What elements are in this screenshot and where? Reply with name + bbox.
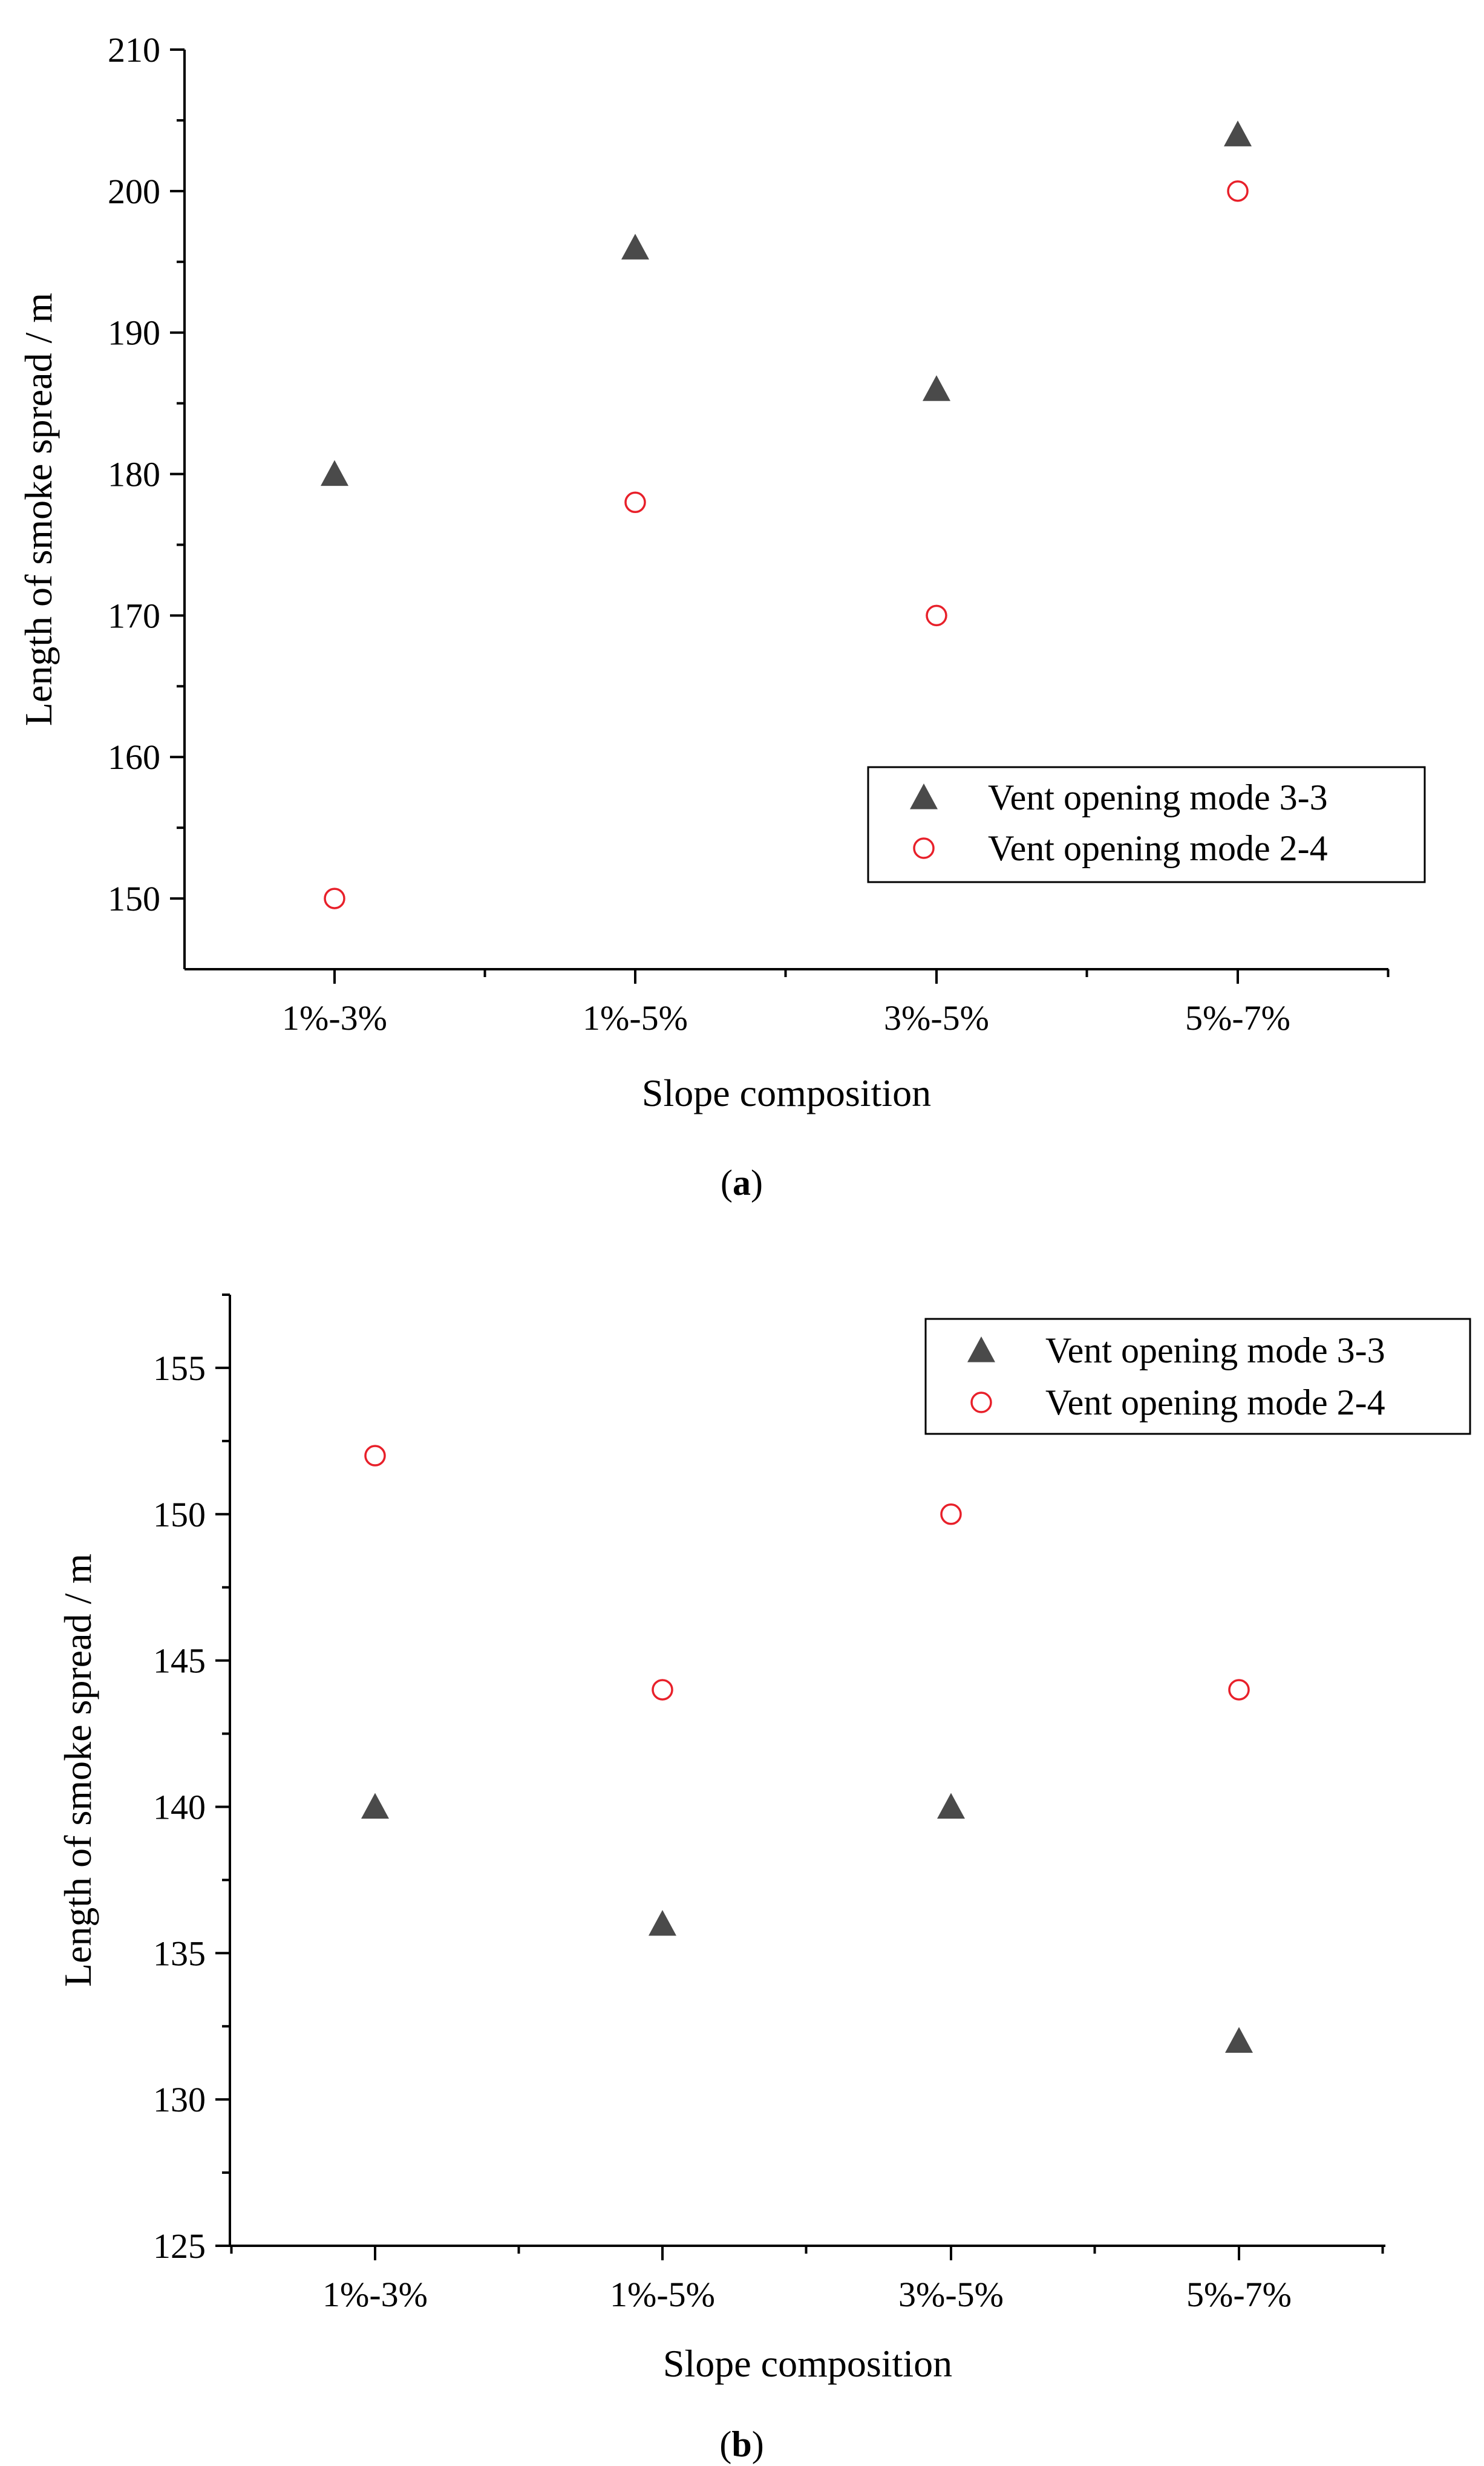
data-point-mode-3-3 <box>361 1793 389 1819</box>
x-axis-title: Slope composition <box>642 1071 931 1114</box>
x-tick-label: 1%-3% <box>322 2275 428 2314</box>
data-point-mode-2-4 <box>364 1445 386 1467</box>
data-point-mode-2-4 <box>652 1679 673 1701</box>
y-tick-label: 190 <box>108 313 160 353</box>
y-tick-label: 150 <box>153 1495 206 1534</box>
y-tick-label: 155 <box>153 1349 206 1388</box>
legend-label: Vent opening mode 3-3 <box>1045 1330 1385 1370</box>
data-point-mode-3-3 <box>1224 120 1252 146</box>
legend-marker-mode-3-3 <box>967 1336 995 1362</box>
y-tick-label: 210 <box>108 30 160 70</box>
panel-label-a: (a) <box>721 1163 763 1203</box>
y-tick-label: 140 <box>153 1787 206 1827</box>
x-axis-title: Slope composition <box>663 2342 952 2385</box>
data-point-mode-2-4 <box>940 1503 962 1525</box>
panel-label-b: (b) <box>719 2424 763 2464</box>
x-tick-label: 3%-5% <box>898 2275 1004 2314</box>
legend-marker-mode-2-4 <box>970 1392 992 1413</box>
legend-marker-mode-2-4 <box>913 837 935 859</box>
y-tick-label: 145 <box>153 1641 206 1681</box>
legend-box <box>867 766 1426 883</box>
y-tick-label: 200 <box>108 172 160 211</box>
y-tick-label: 160 <box>108 738 160 777</box>
x-tick-label: 1%-5% <box>583 998 688 1038</box>
y-axis-title: Length of smoke spread / m <box>56 1554 99 1987</box>
chart-panel-b: 125 130 135 140 145 150 155 1%-3% 1%-5% 3%-5% 5%-7… <box>56 1294 1471 2385</box>
data-point-mode-3-3 <box>923 375 950 401</box>
y-tick-label: 135 <box>153 1934 206 1973</box>
y-tick-label: 125 <box>153 2226 206 2266</box>
data-point-mode-2-4 <box>624 491 646 514</box>
data-point-mode-2-4 <box>926 604 947 627</box>
y-tick-label: 180 <box>108 455 160 494</box>
y-tick-label: 170 <box>108 596 160 635</box>
chart-panel-a: 150 160 170 180 190 200 210 1%-3% 1%-5% 3%-5% 5%-7… <box>17 30 1426 1114</box>
legend-marker-mode-3-3 <box>910 783 938 809</box>
y-tick-label: 150 <box>108 879 160 918</box>
legend-label: Vent opening mode 2-4 <box>1045 1382 1385 1422</box>
x-tick-label: 1%-3% <box>282 998 387 1038</box>
legend-label: Vent opening mode 3-3 <box>988 777 1328 817</box>
data-point-mode-3-3 <box>321 460 348 486</box>
data-point-mode-2-4 <box>1227 180 1249 202</box>
data-point-mode-3-3 <box>937 1793 965 1819</box>
x-tick-label: 5%-7% <box>1186 2275 1292 2314</box>
y-axis-title: Length of smoke spread / m <box>17 293 60 726</box>
data-point-mode-2-4 <box>324 888 345 909</box>
data-point-mode-3-3 <box>649 1909 676 1936</box>
x-tick-label: 1%-5% <box>610 2275 715 2314</box>
y-tick-label: 130 <box>153 2080 206 2119</box>
x-tick-label: 3%-5% <box>884 998 989 1038</box>
data-point-mode-3-3 <box>621 234 649 260</box>
data-point-mode-3-3 <box>1225 2027 1253 2053</box>
x-tick-label: 5%-7% <box>1185 998 1290 1038</box>
legend-label: Vent opening mode 2-4 <box>988 828 1328 868</box>
data-point-mode-2-4 <box>1228 1679 1250 1701</box>
legend-box <box>924 1318 1471 1435</box>
